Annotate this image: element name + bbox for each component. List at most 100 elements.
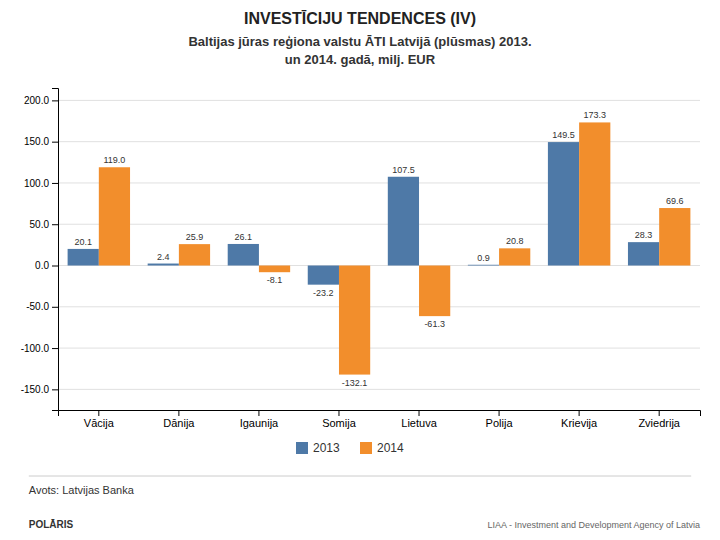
bar	[499, 248, 530, 265]
legend-item: 2013	[296, 441, 340, 455]
bar	[388, 177, 419, 266]
footer-rule	[29, 476, 691, 477]
x-tick: Lietuva	[401, 410, 437, 429]
data-label: -132.1	[342, 378, 368, 388]
y-tick-label: 0.0	[35, 260, 49, 271]
grid-line	[58, 389, 700, 390]
bar	[179, 244, 210, 265]
x-tick-label: Igaunija	[240, 417, 279, 429]
grid-line	[58, 100, 700, 101]
bar	[148, 264, 179, 266]
bar	[468, 264, 499, 266]
y-tick: 100.0	[24, 178, 58, 189]
bars	[68, 122, 691, 374]
y-tick-label: -50.0	[26, 301, 49, 312]
y-tick: 0.0	[35, 260, 58, 271]
x-tick: Igaunija	[240, 410, 279, 429]
annotation: POLĀRIS	[29, 519, 74, 530]
y-tick-label: 100.0	[24, 178, 49, 189]
bar	[419, 266, 450, 317]
y-tick: -100.0	[21, 343, 58, 354]
data-label: 173.3	[583, 110, 606, 120]
bar	[99, 167, 130, 265]
grid-line	[58, 348, 700, 349]
bar	[659, 208, 690, 265]
x-tick-mark	[579, 410, 580, 416]
data-label: 0.9	[477, 253, 490, 263]
y-tick-mark	[52, 389, 58, 390]
bar	[259, 266, 290, 273]
data-label: 107.5	[392, 165, 415, 175]
legend-swatch	[296, 442, 308, 454]
data-label: 149.5	[552, 130, 575, 140]
data-label: -61.3	[424, 319, 445, 329]
legend-label: 2013	[313, 441, 340, 455]
y-tick: -50.0	[26, 301, 58, 312]
y-tick-mark	[52, 100, 58, 101]
legend: 2013 2014	[296, 441, 404, 455]
y-tick-mark	[52, 348, 58, 349]
x-tick-mark	[338, 410, 339, 416]
annotation: LIAA - Investment and Development Agency…	[487, 520, 700, 530]
data-label: 20.1	[74, 237, 92, 247]
x-tick: Vācija	[84, 410, 115, 429]
bar-series	[68, 142, 660, 285]
x-tick: Krievija	[561, 410, 598, 429]
x-tick-mark	[499, 410, 500, 416]
x-tick-mark	[419, 410, 420, 416]
subtitle: Baltijas jūras reģiona valstu ĀTI Latvij…	[188, 34, 531, 67]
bar	[228, 244, 259, 266]
legend-item: 2014	[360, 441, 404, 455]
legend-label: 2014	[377, 441, 404, 455]
data-label: 69.6	[666, 196, 684, 206]
data-label: -8.1	[267, 275, 283, 285]
x-tick: Zviedrija	[638, 410, 680, 429]
y-axis: -150.0 -100.0 -50.0 0.0 50.0 100.0 150.0 200.0	[21, 89, 59, 411]
x-axis: Vācija Dānija Igaunija Somija Lietuva Polija K…	[59, 410, 701, 429]
y-axis-line	[52, 89, 59, 411]
x-tick-mark	[659, 410, 660, 416]
chart-svg: INVESTĪCIJU TENDENCES (IV) Baltijas jūras…	[0, 0, 720, 540]
legend-swatch	[360, 442, 372, 454]
x-tick-label: Polija	[486, 417, 514, 429]
y-tick-mark	[52, 183, 58, 184]
y-tick: 150.0	[24, 136, 58, 147]
grid-line	[58, 306, 700, 307]
x-tick-label: Somija	[322, 417, 357, 429]
data-label: 119.0	[104, 155, 126, 165]
bar	[628, 242, 659, 265]
x-axis-line	[59, 411, 701, 417]
data-label: -23.2	[313, 288, 334, 298]
title: INVESTĪCIJU TENDENCES (IV)	[244, 9, 476, 27]
data-label: 28.3	[635, 230, 653, 240]
y-tick-label: -100.0	[21, 343, 50, 354]
data-labels: 20.1 2.4 26.1 -23.2 107.5 0.9 149.5 28.3 119.0 25…	[74, 110, 683, 387]
y-tick: -150.0	[21, 384, 58, 395]
x-tick-mark	[258, 410, 259, 416]
bar	[579, 122, 610, 265]
y-tick-mark	[52, 307, 58, 308]
y-tick-label: 200.0	[24, 95, 49, 106]
x-tick: Somija	[322, 410, 357, 429]
x-tick: Polija	[486, 410, 514, 429]
y-tick-mark	[52, 224, 58, 225]
data-label: 2.4	[157, 252, 170, 262]
bar-series	[99, 122, 691, 374]
x-tick-label: Vācija	[84, 417, 115, 429]
data-label: 25.9	[186, 232, 204, 242]
y-tick-label: 50.0	[30, 219, 50, 230]
x-tick-mark	[178, 410, 179, 416]
x-tick-label: Zviedrija	[638, 417, 680, 429]
y-tick-mark	[52, 266, 58, 267]
y-tick-label: 150.0	[24, 136, 49, 147]
x-tick-mark	[98, 410, 99, 416]
y-tick: 50.0	[30, 219, 58, 230]
subtitle-line: un 2014. gadā, milj. EUR	[285, 52, 436, 67]
bar	[339, 266, 370, 375]
y-tick: 200.0	[24, 95, 58, 106]
x-tick-label: Lietuva	[401, 417, 437, 429]
grid	[58, 100, 700, 389]
x-tick-label: Dānija	[163, 417, 195, 429]
x-tick: Dānija	[163, 410, 195, 429]
data-label: 26.1	[235, 232, 253, 242]
